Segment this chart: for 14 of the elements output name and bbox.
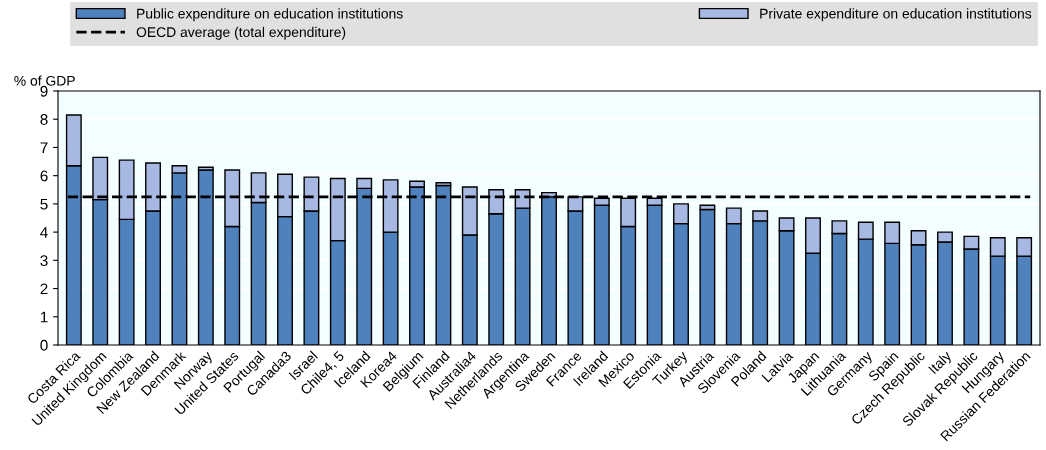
- y-tick-label: 5: [40, 198, 48, 210]
- y-tick-label: 1: [40, 311, 48, 323]
- y-tick-label: 9: [40, 85, 48, 97]
- y-tick-label: 4: [40, 227, 48, 238]
- y-tick-label: 8: [40, 114, 48, 125]
- y-tick-label: 0: [40, 339, 48, 351]
- y-axis-title: % of GDP: [14, 75, 75, 86]
- y-tick-label: 3: [40, 255, 48, 267]
- legend-label: OECD average (total expenditure): [136, 26, 346, 40]
- y-tick-label: 6: [40, 170, 48, 182]
- legend-label: Public expenditure on education institutions: [137, 8, 403, 22]
- legend-label: Private expenditure on education institutions: [760, 8, 1032, 22]
- y-tick-label: 7: [40, 142, 48, 153]
- y-tick-label: 2: [40, 283, 48, 295]
